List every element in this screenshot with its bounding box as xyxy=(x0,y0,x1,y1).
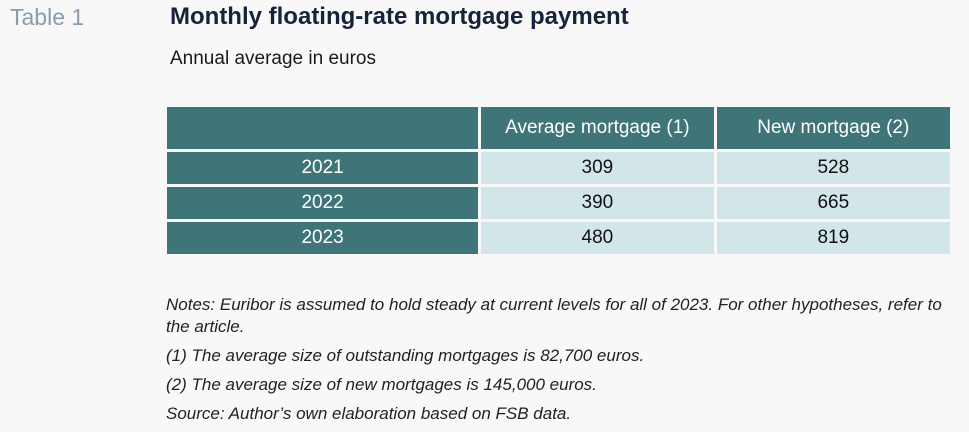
note-source: Source: Author’s own elaboration based o… xyxy=(166,404,572,423)
row-year: 2021 xyxy=(167,152,479,184)
table-row: 2023 480 819 xyxy=(167,222,950,254)
header-year-cell xyxy=(167,107,479,149)
table-label: Table 1 xyxy=(10,4,85,30)
cell-new-mortgage: 528 xyxy=(716,152,950,184)
cell-average-mortgage: 309 xyxy=(481,152,714,184)
note-assumptions: Notes: Euribor is assumed to hold steady… xyxy=(166,295,942,336)
table-header-row: Average mortgage (1) New mortgage (2) xyxy=(167,107,950,149)
page-subtitle: Annual average in euros xyxy=(170,48,376,69)
cell-average-mortgage: 390 xyxy=(481,187,714,219)
cell-new-mortgage: 819 xyxy=(716,222,950,254)
table-row: 2021 309 528 xyxy=(167,152,950,184)
cell-average-mortgage: 480 xyxy=(481,222,714,254)
table-row: 2022 390 665 xyxy=(167,187,950,219)
note-new-mortgage: (2) The average size of new mortgages is… xyxy=(166,375,597,394)
header-average-mortgage: Average mortgage (1) xyxy=(481,107,714,149)
cell-new-mortgage: 665 xyxy=(716,187,950,219)
note-average-mortgage: (1) The average size of outstanding mort… xyxy=(166,346,645,365)
row-year: 2023 xyxy=(167,222,479,254)
row-year: 2022 xyxy=(167,187,479,219)
table-notes: Notes: Euribor is assumed to hold steady… xyxy=(166,294,966,432)
page-title: Monthly floating-rate mortgage payment xyxy=(170,3,629,30)
header-new-mortgage: New mortgage (2) xyxy=(716,107,950,149)
mortgage-payment-table: Average mortgage (1) New mortgage (2) 20… xyxy=(164,104,953,257)
